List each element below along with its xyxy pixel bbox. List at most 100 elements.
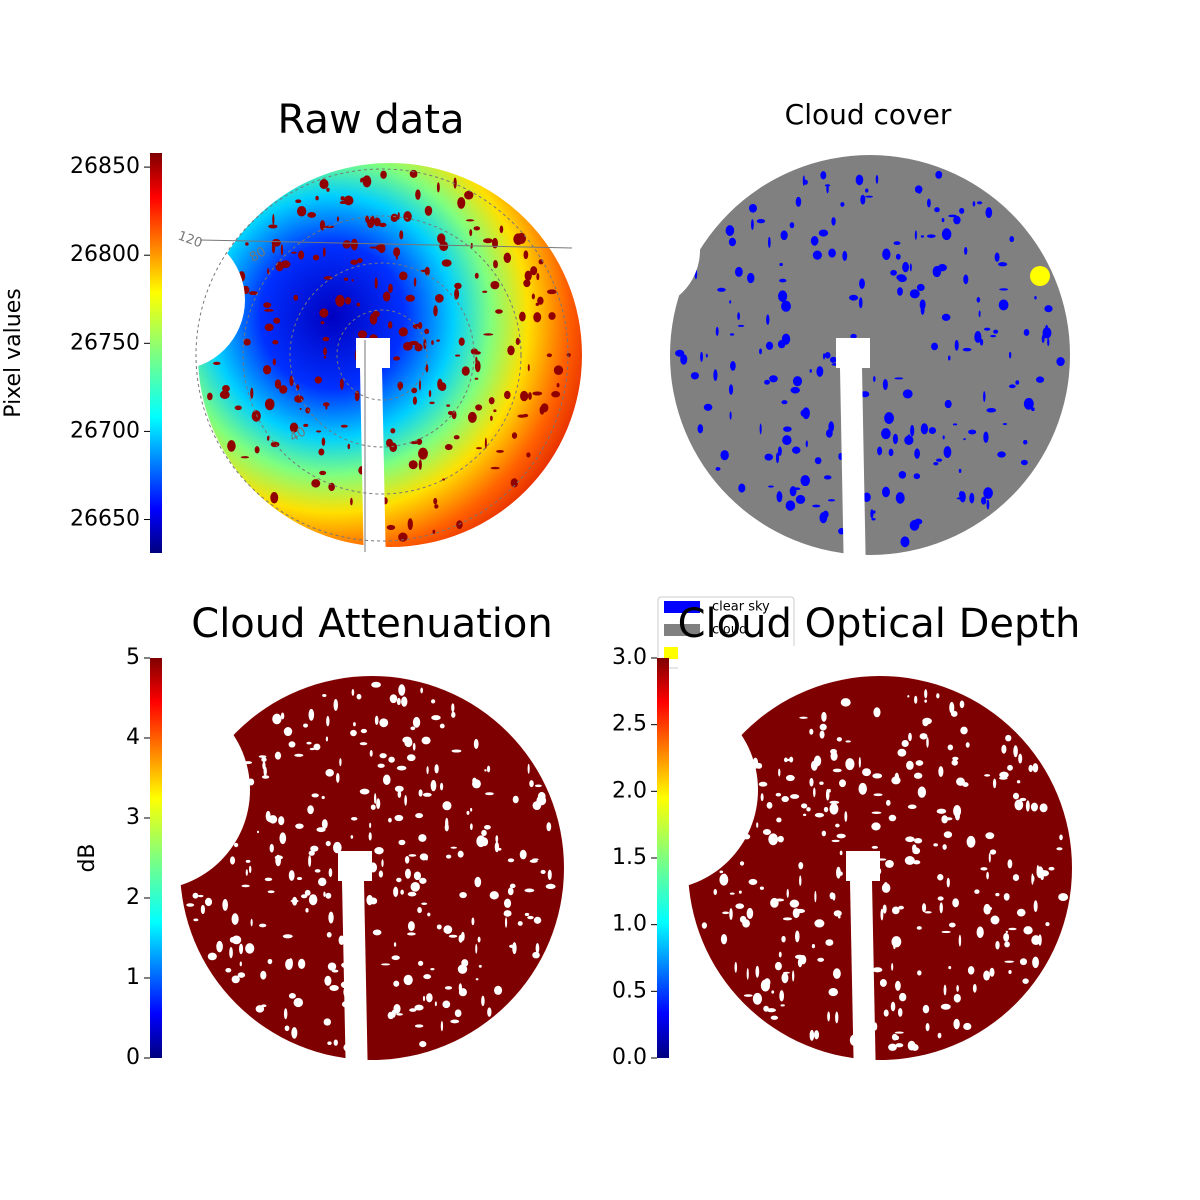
sky-blob [871, 811, 882, 814]
sky-blob [436, 182, 440, 193]
sky-blob [433, 497, 438, 505]
sky-blob [328, 911, 334, 924]
sky-blob [1019, 958, 1028, 966]
sun-marker [1030, 266, 1050, 286]
sky-blob [809, 1029, 815, 1041]
sky-blob [779, 990, 785, 1002]
sky-blob [342, 240, 351, 249]
sky-blob [458, 337, 465, 346]
sky-blob [952, 423, 958, 426]
sky-blob [453, 435, 460, 440]
sky-blob [474, 360, 481, 373]
sky-blob [770, 897, 779, 908]
sky-blob [324, 225, 335, 229]
sky-blob [827, 499, 836, 502]
sky-blob [775, 792, 782, 797]
sky-blob [308, 855, 312, 867]
sky-blob [967, 966, 975, 975]
sky-blob [872, 967, 883, 973]
sky-blob [410, 726, 416, 731]
sky-blob [360, 728, 368, 734]
sky-blob [939, 902, 943, 914]
image-mask-top [660, 125, 1080, 155]
sky-blob [888, 448, 894, 457]
sky-blob [369, 246, 379, 249]
sky-blob [487, 1007, 492, 1017]
panel-title: Cloud Optical Depth [678, 601, 1081, 647]
sky-blob [1003, 893, 1010, 901]
sky-blob [531, 293, 535, 300]
sky-blob [814, 812, 825, 818]
sky-blob [369, 897, 378, 905]
sky-blob [896, 274, 906, 281]
sky-blob [926, 234, 936, 238]
sky-blob [890, 269, 897, 276]
sky-blob [493, 260, 497, 267]
sky-blob [942, 435, 945, 440]
sky-blob [829, 803, 839, 815]
sky-blob [374, 277, 378, 289]
sky-blob [431, 715, 441, 721]
sky-blob [828, 248, 836, 258]
sky-blob [968, 429, 977, 435]
sky-blob [415, 189, 421, 200]
sky-blob [917, 786, 927, 798]
sky-blob [409, 340, 419, 346]
sky-blob [347, 443, 351, 450]
sky-blob [959, 491, 966, 503]
sky-blob [891, 936, 902, 948]
sky-blob [444, 443, 453, 451]
sky-blob [260, 970, 267, 980]
sky-blob [398, 532, 408, 542]
sky-blob [1005, 930, 1009, 934]
sky-blob [962, 347, 972, 352]
sky-blob [781, 795, 789, 803]
sky-blob [398, 327, 408, 337]
sky-blob [958, 934, 962, 947]
sky-blob [343, 195, 354, 206]
sky-blob [779, 262, 783, 267]
sky-blob [227, 440, 236, 452]
sky-blob [882, 248, 891, 260]
sky-blob [858, 757, 861, 768]
sky-blob [780, 230, 788, 241]
sky-blob [319, 470, 327, 476]
sky-blob [377, 763, 385, 768]
sky-blob [480, 837, 489, 847]
sky-blob [835, 823, 840, 828]
sky-blob [422, 995, 426, 1002]
sky-blob [371, 681, 381, 688]
sky-blob [1005, 734, 1012, 742]
sky-blob [1032, 956, 1039, 969]
sky-blob [829, 356, 837, 363]
sky-blob [900, 536, 910, 548]
sky-blob [421, 736, 431, 745]
sky-blob [241, 884, 250, 888]
sky-blob [504, 911, 509, 916]
sky-blob [451, 703, 455, 713]
sky-blob [268, 224, 278, 229]
sky-blob [430, 779, 437, 792]
sky-blob [272, 713, 282, 725]
sky-blob [936, 458, 943, 462]
sky-blob [700, 351, 703, 362]
sky-blob [394, 785, 404, 792]
sky-blob [871, 845, 879, 849]
sky-blob [758, 781, 768, 787]
sky-blob [1045, 922, 1050, 927]
sky-blob [783, 426, 792, 432]
sky-blob [792, 487, 801, 491]
sky-blob [844, 811, 848, 822]
sky-blob [317, 877, 327, 887]
sky-blob [520, 390, 529, 402]
sky-blob [340, 196, 345, 201]
sky-blob [914, 230, 917, 240]
sky-blob [850, 333, 857, 339]
sky-blob [243, 338, 251, 346]
sky-blob [527, 763, 530, 774]
sky-blob [746, 968, 749, 980]
sky-blob [393, 886, 399, 898]
sky-blob [417, 960, 424, 966]
sky-blob [984, 774, 991, 777]
sky-blob [434, 764, 439, 774]
